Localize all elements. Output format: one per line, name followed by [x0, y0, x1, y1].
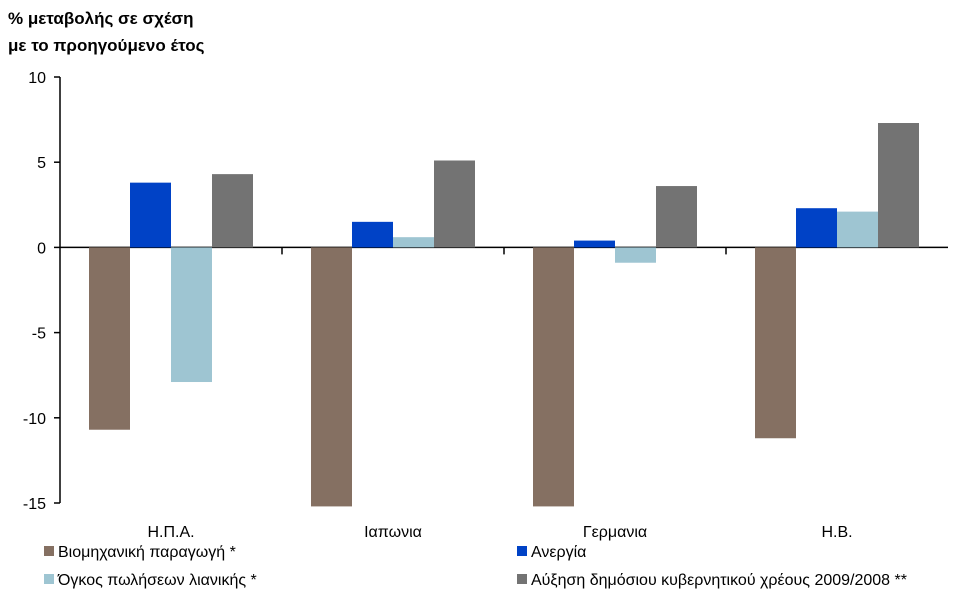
bar: [89, 247, 130, 430]
plot-area: 10 5 0 -5 -10 -15 Η.Π.Α. Ιαπωνια Γερμανια Η.Β.: [23, 70, 948, 541]
x-category-label: Γερμανια: [583, 524, 647, 541]
bar: [352, 221, 393, 248]
legend-entry-label: Βιομηχανική παραγωγή *: [58, 544, 236, 561]
legend-entry-label: Όγκος πωλήσεων λιανικής *: [57, 572, 257, 589]
bar: [393, 237, 434, 248]
bar: [796, 208, 837, 248]
legend-entry-label: Αύξηση δημόσιου κυβερνητικού χρέους 2009…: [531, 572, 907, 589]
bar: [311, 247, 352, 507]
bar: [533, 247, 574, 507]
legend-swatch: [517, 546, 527, 556]
legend-swatch: [44, 574, 54, 584]
bar: [171, 247, 212, 383]
x-category-label: Η.Π.Α.: [147, 524, 194, 541]
bar: [574, 240, 615, 248]
bar: [615, 247, 656, 263]
legend-swatch: [44, 546, 54, 556]
bar: [755, 247, 796, 439]
bar: [212, 174, 253, 248]
legend: Βιομηχανική παραγωγή * Ανεργία Όγκος πωλήσ…: [44, 544, 907, 589]
bar: [130, 182, 171, 248]
y-tick-label: 10: [28, 70, 46, 87]
y-tick-label: 5: [37, 155, 46, 172]
y-axis-label-line-2: με το προηγούμενο έτος: [8, 36, 205, 55]
bar: [837, 211, 878, 248]
x-category-label: Η.Β.: [821, 524, 852, 541]
bar: [656, 186, 697, 248]
legend-entry-label: Ανεργία: [531, 544, 586, 561]
y-tick-label: 0: [37, 240, 46, 257]
legend-swatch: [517, 574, 527, 584]
y-axis-label-line-1: % μεταβολής σε σχέση: [8, 9, 194, 28]
y-tick-label: -5: [32, 326, 46, 343]
y-tick-label: -15: [23, 496, 46, 513]
bar: [434, 160, 475, 248]
bar: [878, 123, 919, 248]
y-tick-label: -10: [23, 411, 46, 428]
x-category-label: Ιαπωνια: [364, 524, 422, 541]
